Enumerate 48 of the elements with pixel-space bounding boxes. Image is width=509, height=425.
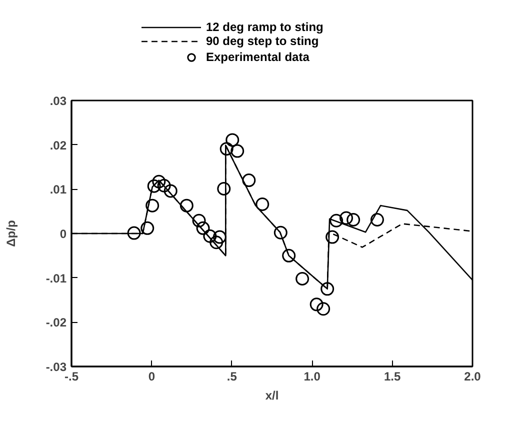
- legend-label: 90 deg step to sting: [206, 34, 319, 48]
- y-tick-label: .02: [50, 138, 67, 152]
- y-tick-label: .03: [50, 94, 67, 108]
- legend-label: 12 deg ramp to sting: [206, 20, 324, 34]
- x-tick-label: 2.0: [464, 370, 482, 384]
- point: [346, 213, 360, 226]
- y-tick-label: -.02: [46, 316, 67, 330]
- point: [274, 226, 288, 240]
- legend-label: Experimental data: [206, 50, 310, 64]
- point: [330, 214, 344, 228]
- point: [310, 298, 324, 312]
- point: [220, 142, 234, 156]
- point: [146, 198, 160, 212]
- point: [326, 230, 340, 244]
- point: [180, 198, 194, 212]
- y-tick-label: .01: [50, 182, 67, 197]
- x-tick-label: 1.0: [304, 370, 321, 384]
- point: [203, 229, 217, 243]
- point: [157, 178, 171, 192]
- point: [320, 282, 334, 296]
- point: [340, 211, 354, 225]
- point: [164, 184, 178, 198]
- x-tick-label: -.5: [64, 370, 79, 384]
- point: [226, 133, 240, 147]
- x-axis-title: x/l: [265, 388, 279, 402]
- x-tick-label: .5: [226, 370, 238, 384]
- point: [140, 221, 154, 235]
- point: [212, 230, 226, 244]
- point: [230, 144, 244, 158]
- y-axis-title: Δp/p: [4, 220, 18, 247]
- point: [217, 182, 231, 196]
- x-tick-label: 0: [148, 370, 156, 384]
- y-tick-label: -.01: [46, 271, 67, 286]
- x-tick-label: 1.5: [384, 370, 401, 384]
- point: [127, 226, 141, 240]
- point: [282, 248, 296, 262]
- point: [192, 214, 206, 228]
- y-tick-label: 0: [60, 227, 67, 241]
- point: [296, 272, 310, 286]
- point: [370, 213, 384, 226]
- y-tick-label: -.03: [46, 360, 67, 374]
- point: [242, 174, 256, 188]
- point: [147, 179, 161, 193]
- point: [196, 221, 210, 235]
- point: [256, 198, 270, 211]
- point: [316, 302, 330, 316]
- point: [152, 174, 166, 188]
- point: [210, 236, 224, 250]
